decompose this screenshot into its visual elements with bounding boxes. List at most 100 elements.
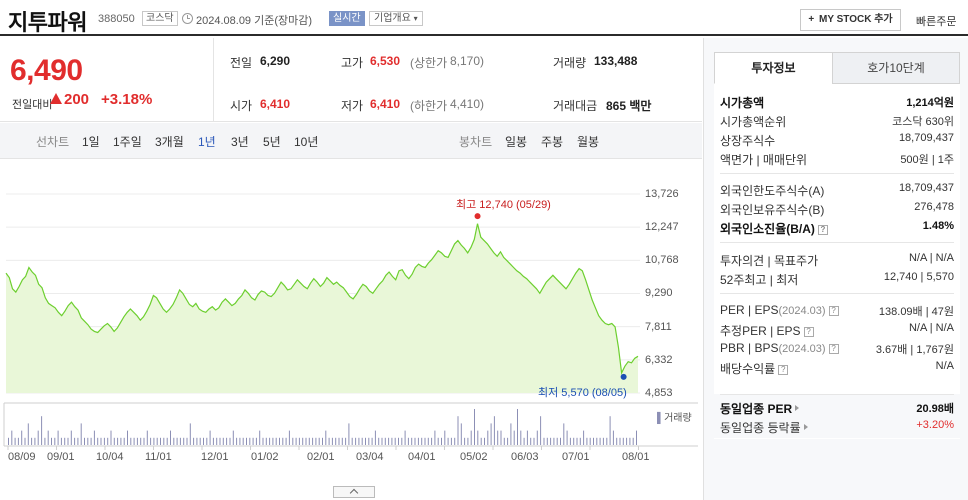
tab-orderbook-10[interactable]: 호가10단계 [832, 52, 960, 84]
volume-bar [87, 437, 89, 445]
volume-bar [447, 437, 449, 445]
info-value: 3.67배 | 1,767원 [875, 344, 954, 356]
volume-bar [381, 437, 383, 445]
info-row-opinion: 투자의견 | 목표주가 N/A | N/A [720, 252, 954, 270]
volume-bar [513, 430, 515, 445]
volume-bar [345, 437, 347, 445]
company-overview-button[interactable]: 기업개요 ▾ [369, 11, 423, 26]
info-row-industry-per[interactable]: 동일업종 PER 20.98배 [720, 400, 954, 418]
info-value: 18,709,437 [898, 132, 954, 144]
volume-bar [252, 437, 254, 445]
volume-bar [170, 430, 171, 445]
info-value: N/A [935, 360, 954, 372]
tab-10year[interactable]: 10년 [294, 135, 319, 149]
volume-bar [497, 430, 499, 445]
volume-bar [553, 437, 555, 445]
volume-bar [150, 437, 152, 445]
volume-bar [97, 437, 99, 445]
info-row-industry-change[interactable]: 동일업종 등락률 +3.20% [720, 419, 954, 437]
volume-bar [130, 437, 132, 445]
volume-bar [84, 437, 85, 445]
volume-bar [90, 437, 92, 445]
volume-bar [444, 430, 446, 445]
help-icon[interactable]: ? [828, 344, 839, 354]
price-chart[interactable]: 13,726 12,247 10,768 9,290 7,811 6,332 4… [0, 160, 702, 500]
info-tabs: 투자정보 호가10단계 [714, 52, 960, 84]
volume-bar [176, 437, 178, 445]
tab-3year[interactable]: 3년 [231, 135, 249, 149]
tab-1year[interactable]: 1년 [198, 135, 216, 149]
volume-bar [14, 437, 16, 445]
volume-bar [424, 437, 426, 445]
market-badge: 코스닥 [142, 11, 178, 26]
volume-bar [616, 437, 618, 445]
volume-bar [523, 437, 525, 445]
help-icon[interactable]: ? [817, 225, 828, 235]
date-text: 2024.08.09 기준(장마감) [196, 15, 313, 27]
clock-icon [182, 13, 193, 24]
mystock-add-button[interactable]: + MY STOCK 추가 [800, 9, 901, 31]
tab-3month[interactable]: 3개월 [155, 135, 184, 149]
volume-bar [606, 437, 608, 445]
info-row-pbr-bps: PBR | BPS(2024.03)? 3.67배 | 1,767원 [720, 341, 954, 359]
volume-bar [275, 437, 277, 445]
volume-bar [457, 416, 459, 445]
volume-bar [490, 423, 492, 445]
volume-bar [308, 437, 310, 445]
x-tick-label: 02/01 [307, 451, 335, 463]
volume-bar [186, 437, 188, 445]
volume-bar [153, 437, 155, 445]
company-overview-label: 기업개요 [374, 13, 411, 24]
y-tick-label: 6,332 [645, 354, 673, 366]
info-label: 동일업종 PER [720, 402, 793, 416]
volume-bar [70, 430, 72, 445]
volume-bar [229, 437, 231, 445]
expand-chart-button[interactable] [333, 486, 375, 498]
volume-bar [507, 437, 509, 445]
volume-bar [464, 437, 466, 445]
price-summary: 6,490 전일대비 200 +3.18% 전일 6,290 고가 6,530 … [0, 38, 702, 122]
volume-bar [411, 437, 413, 445]
tab-1day[interactable]: 1일 [82, 135, 100, 149]
tab-daily-candle[interactable]: 일봉 [505, 135, 528, 149]
volume-bar [593, 437, 594, 445]
x-tick-label: 07/01 [562, 451, 590, 463]
volume-bar [414, 437, 416, 445]
volume-bar [209, 430, 211, 445]
volume-bar [341, 437, 343, 445]
volume-bar [328, 437, 330, 445]
max-point-marker [474, 213, 481, 220]
tab-weekly-candle[interactable]: 주봉 [541, 135, 564, 149]
high-label: 고가 [341, 56, 364, 70]
realtime-button[interactable]: 실시간 [329, 11, 365, 26]
candle-chart-heading: 봉차트 [459, 135, 493, 149]
info-value: 1,214억원 [906, 97, 954, 109]
max-price-label: 최고 12,740 (05/29) [456, 199, 551, 211]
info-label: 배당수익률 [720, 362, 776, 376]
volume-bar [401, 437, 403, 445]
tab-1week[interactable]: 1주일 [113, 135, 142, 149]
current-price: 6,490 [10, 54, 83, 87]
info-value: 1.48% [922, 220, 954, 232]
volume-bar [318, 437, 320, 445]
stock-header: 지투파워 388050 코스닥 2024.08.09 기준(장마감) 실시간 기… [0, 0, 968, 36]
prev-close-value: 6,290 [260, 54, 291, 68]
tab-5year[interactable]: 5년 [263, 135, 281, 149]
volume-bar [467, 437, 469, 445]
help-icon[interactable]: ? [803, 327, 814, 337]
min-price-label: 최저 5,570 (08/05) [538, 387, 627, 399]
volume-bar [596, 437, 598, 445]
help-icon[interactable]: ? [778, 365, 789, 375]
volume-bar [163, 437, 165, 445]
volume-legend-label: 거래량 [664, 413, 692, 424]
y-tick-label: 4,853 [645, 387, 673, 399]
volume-bar [470, 430, 472, 445]
divider [720, 173, 954, 174]
tab-investment-info[interactable]: 투자정보 [714, 52, 833, 84]
quick-order-button[interactable]: 빠른주문 [916, 16, 957, 28]
tab-monthly-candle[interactable]: 월봉 [577, 135, 600, 149]
volume-bar [110, 430, 112, 445]
y-tick-label: 10,768 [645, 254, 679, 266]
info-label: 투자의견 | 목표주가 [720, 254, 819, 268]
help-icon[interactable]: ? [828, 306, 839, 316]
